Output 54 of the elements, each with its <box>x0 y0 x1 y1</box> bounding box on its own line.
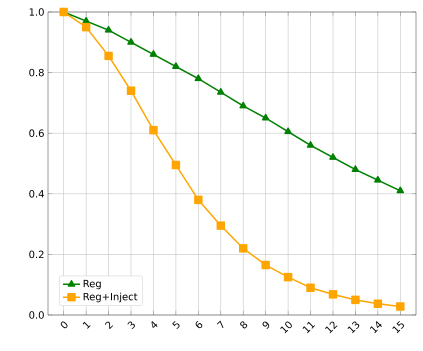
y-tick-label: 0.0 <box>29 311 44 319</box>
y-tick-label: 0.2 <box>29 250 44 258</box>
point <box>328 290 338 299</box>
x-tick-label: 5 <box>172 320 180 329</box>
point <box>216 221 226 230</box>
x-tick-label: 8 <box>240 321 248 328</box>
point <box>239 102 247 108</box>
point <box>238 244 248 253</box>
point <box>104 26 112 33</box>
point <box>127 38 135 45</box>
legend-label: Reg <box>84 280 101 290</box>
point <box>172 160 180 170</box>
point <box>82 22 90 32</box>
y-tick-label: 1.0 <box>30 8 44 16</box>
x-tick-label: 13 <box>348 321 360 334</box>
x-tick-label: 9 <box>262 322 270 329</box>
point <box>396 186 404 194</box>
point <box>150 50 158 57</box>
point <box>194 74 202 82</box>
y-tick-label: 0.8 <box>29 68 44 76</box>
point <box>374 176 382 183</box>
y-tick-label: 0.6 <box>29 129 44 137</box>
point <box>351 296 360 304</box>
y-tick-label: 0.4 <box>29 190 44 198</box>
x-tick-label: 14 <box>370 321 382 334</box>
point <box>284 127 292 134</box>
point <box>149 126 158 134</box>
point <box>194 196 203 204</box>
point <box>104 52 113 60</box>
x-tick-label: 6 <box>196 320 202 328</box>
point <box>217 88 225 95</box>
point <box>306 141 314 148</box>
point <box>352 165 360 172</box>
x-tick-label: 0 <box>60 322 68 328</box>
point <box>374 300 382 308</box>
x-tick-label: 10 <box>280 322 292 334</box>
x-tick-label: 3 <box>127 321 135 329</box>
point <box>126 86 136 96</box>
legend-label: Reg+Inject <box>84 292 138 302</box>
x-tick-label: 11 <box>302 322 316 334</box>
point <box>172 62 180 70</box>
x-tick-label: 15 <box>392 320 404 334</box>
x-tick-label: 4 <box>151 321 158 328</box>
point <box>329 153 337 160</box>
point <box>82 16 90 24</box>
point <box>284 272 292 282</box>
x-tick-label: 1 <box>82 322 91 329</box>
x-tick-label: 12 <box>325 322 338 334</box>
x-tick-label: 7 <box>216 320 224 328</box>
point <box>262 114 270 121</box>
x-tick-label: 2 <box>104 322 114 330</box>
point <box>261 260 270 270</box>
point <box>306 283 315 292</box>
point <box>396 302 405 311</box>
